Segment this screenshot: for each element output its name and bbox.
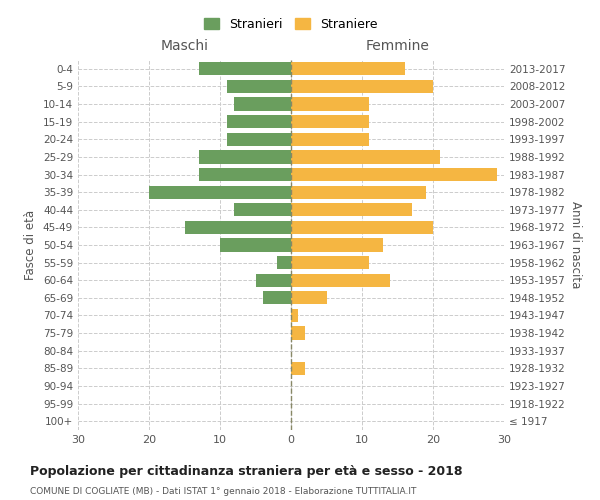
Text: Popolazione per cittadinanza straniera per età e sesso - 2018: Popolazione per cittadinanza straniera p… (30, 465, 463, 478)
Bar (291, 150, 440, 164)
Bar (227, 80, 291, 93)
Bar (291, 238, 383, 252)
Bar (291, 186, 426, 198)
Bar (227, 132, 291, 146)
Text: Maschi: Maschi (161, 39, 209, 53)
Bar (263, 291, 291, 304)
Bar (185, 221, 291, 234)
Bar (291, 132, 369, 146)
Bar (149, 186, 291, 198)
Bar (291, 98, 369, 110)
Y-axis label: Anni di nascita: Anni di nascita (569, 202, 582, 288)
Bar (291, 168, 497, 181)
Bar (291, 203, 412, 216)
Bar (291, 291, 326, 304)
Bar (234, 98, 291, 110)
Bar (291, 115, 369, 128)
Bar (291, 326, 305, 340)
Bar (291, 362, 305, 375)
Text: COMUNE DI COGLIATE (MB) - Dati ISTAT 1° gennaio 2018 - Elaborazione TUTTITALIA.I: COMUNE DI COGLIATE (MB) - Dati ISTAT 1° … (30, 488, 416, 496)
Bar (291, 80, 433, 93)
Bar (291, 256, 369, 269)
Bar (220, 238, 291, 252)
Text: Femmine: Femmine (365, 39, 430, 53)
Bar (291, 221, 433, 234)
Bar (277, 256, 291, 269)
Bar (199, 168, 291, 181)
Bar (199, 62, 291, 76)
Bar (256, 274, 291, 287)
Bar (199, 150, 291, 164)
Bar (291, 62, 404, 76)
Y-axis label: Fasce di età: Fasce di età (25, 210, 37, 280)
Legend: Stranieri, Straniere: Stranieri, Straniere (204, 18, 378, 31)
Bar (291, 309, 298, 322)
Bar (291, 274, 391, 287)
Bar (234, 203, 291, 216)
Bar (227, 115, 291, 128)
